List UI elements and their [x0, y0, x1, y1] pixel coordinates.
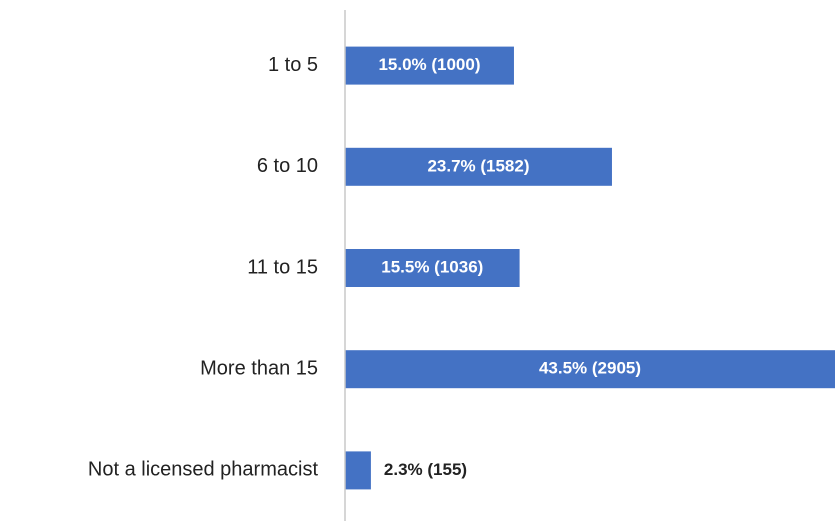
- bar: [345, 249, 520, 287]
- value-label: 15.0% (1000): [378, 55, 480, 74]
- bar: [345, 350, 835, 389]
- category-label: 6 to 10: [257, 155, 318, 177]
- category-label: 11 to 15: [247, 256, 318, 278]
- bar: [345, 451, 371, 490]
- value-label: 15.5% (1036): [381, 257, 483, 276]
- value-label: 43.5% (2905): [539, 359, 641, 378]
- category-label: 1 to 5: [268, 54, 318, 76]
- category-label: More than 15: [200, 357, 318, 379]
- bar: [345, 147, 612, 186]
- value-label: 23.7% (1582): [427, 156, 529, 175]
- bar: [345, 46, 514, 85]
- category-label: Not a licensed pharmacist: [88, 459, 319, 481]
- value-label: 2.3% (155): [384, 460, 467, 479]
